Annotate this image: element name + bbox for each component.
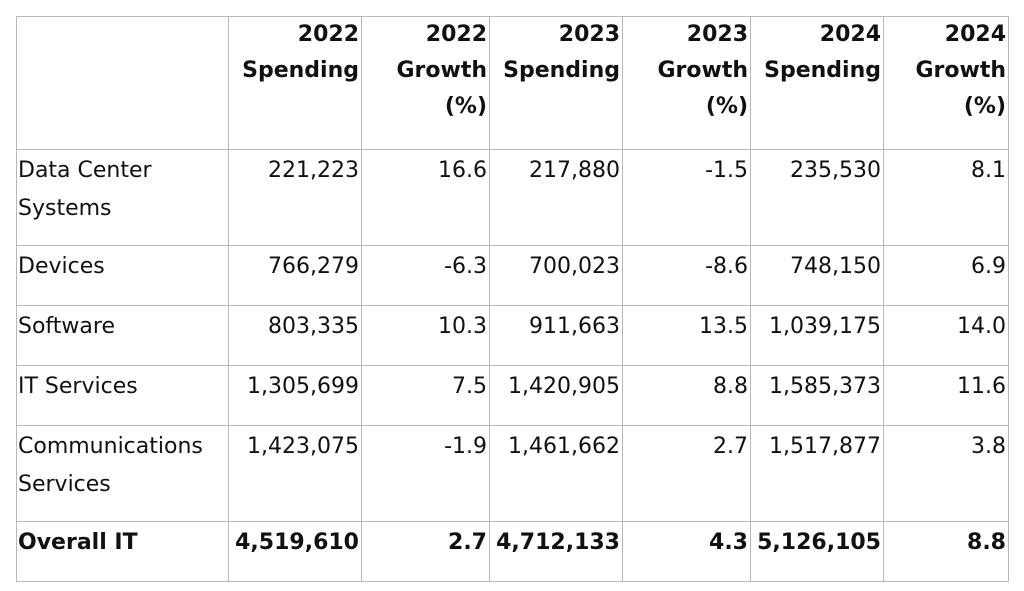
cell-2024-spending: 1,039,175 [750, 305, 884, 366]
table-row: IT Services 1,305,699 7.5 1,420,905 8.8 1,585… [16, 365, 1009, 426]
it-spending-table: 2022 Spending 2022 Growth (%) 2023 Spend… [16, 16, 1009, 582]
cell-2024-growth: 8.8 [883, 521, 1009, 582]
cell-2022-spending: 1,423,075 [228, 425, 362, 522]
table-row-total: Overall IT 4,519,610 2.7 4,712,133 4.3 5,126,… [16, 521, 1009, 582]
row-label-cell: Overall IT [16, 521, 229, 582]
cell-2022-spending: 221,223 [228, 149, 362, 246]
cell-2024-growth: 8.1 [883, 149, 1009, 246]
cell-2024-growth: 11.6 [883, 365, 1009, 426]
cell-2024-spending: 1,517,877 [750, 425, 884, 522]
cell-2023-spending: 217,880 [489, 149, 623, 246]
row-label-cell: Devices [16, 245, 229, 306]
header-text: 2024 [944, 22, 1006, 47]
cell-2022-growth: -6.3 [361, 245, 490, 306]
cell-2024-growth: 14.0 [883, 305, 1009, 366]
row-label-cell: IT Services [16, 365, 229, 426]
header-text: 2022 [425, 22, 487, 47]
cell-2022-spending: 1,305,699 [228, 365, 362, 426]
cell-2023-growth: 8.8 [622, 365, 751, 426]
header-cell-2024-growth: 2024 Growth (%) [883, 16, 1009, 150]
cell-2023-growth: -1.5 [622, 149, 751, 246]
row-label-text: IT Services [18, 374, 138, 399]
header-row: 2022 Spending 2022 Growth (%) 2023 Spend… [16, 16, 1009, 150]
cell-2022-growth: 2.7 [361, 521, 490, 582]
row-label-text: Overall IT [18, 530, 138, 555]
header-cell-2024-spending: 2024 Spending [750, 16, 884, 150]
cell-2024-spending: 235,530 [750, 149, 884, 246]
cell-2023-spending: 4,712,133 [489, 521, 623, 582]
table-row: Data Center Systems 221,223 16.6 217,880 -1.5… [16, 149, 1009, 246]
cell-2024-spending: 5,126,105 [750, 521, 884, 582]
header-text: (%) [963, 94, 1006, 119]
cell-2022-spending: 803,335 [228, 305, 362, 366]
cell-2023-spending: 1,420,905 [489, 365, 623, 426]
cell-2023-growth: 4.3 [622, 521, 751, 582]
cell-2023-spending: 911,663 [489, 305, 623, 366]
header-cell-2022-growth: 2022 Growth (%) [361, 16, 490, 150]
cell-2022-growth: -1.9 [361, 425, 490, 522]
header-text: Spending [503, 58, 620, 83]
cell-2024-spending: 748,150 [750, 245, 884, 306]
cell-2022-growth: 16.6 [361, 149, 490, 246]
header-text: (%) [444, 94, 487, 119]
cell-2022-spending: 766,279 [228, 245, 362, 306]
row-label-text: Services [18, 472, 111, 497]
table-row: Software 803,335 10.3 911,663 13.5 1,039,175 1… [16, 305, 1009, 366]
row-label-text: Software [18, 314, 115, 339]
cell-2023-spending: 700,023 [489, 245, 623, 306]
table-row: Communications Services 1,423,075 -1.9 1,461… [16, 425, 1009, 522]
header-cell-category [16, 16, 229, 150]
header-text: Spending [242, 58, 359, 83]
header-text: 2023 [558, 22, 620, 47]
header-cell-2023-spending: 2023 Spending [489, 16, 623, 150]
row-label-text: Devices [18, 254, 105, 279]
cell-2024-spending: 1,585,373 [750, 365, 884, 426]
cell-2023-growth: -8.6 [622, 245, 751, 306]
header-text: 2023 [686, 22, 748, 47]
cell-2022-spending: 4,519,610 [228, 521, 362, 582]
row-label-text: Systems [18, 196, 112, 221]
cell-2024-growth: 6.9 [883, 245, 1009, 306]
row-label-text: Communications [18, 434, 203, 459]
cell-2022-growth: 7.5 [361, 365, 490, 426]
cell-2023-spending: 1,461,662 [489, 425, 623, 522]
row-label-text: Data Center [18, 158, 152, 183]
table-row: Devices 766,279 -6.3 700,023 -8.6 748,150 6.9 [16, 245, 1009, 306]
header-cell-2022-spending: 2022 Spending [228, 16, 362, 150]
header-text: (%) [705, 94, 748, 119]
header-text: 2022 [297, 22, 359, 47]
row-label-cell: Data Center Systems [16, 149, 229, 246]
cell-2022-growth: 10.3 [361, 305, 490, 366]
table-body: Data Center Systems 221,223 16.6 217,880 -1.5… [16, 149, 1009, 582]
cell-2023-growth: 2.7 [622, 425, 751, 522]
cell-2023-growth: 13.5 [622, 305, 751, 366]
header-text: Growth [396, 58, 487, 83]
row-label-cell: Communications Services [16, 425, 229, 522]
header-text: 2024 [819, 22, 881, 47]
header-text: Spending [764, 58, 881, 83]
row-label-cell: Software [16, 305, 229, 366]
header-cell-2023-growth: 2023 Growth (%) [622, 16, 751, 150]
cell-2024-growth: 3.8 [883, 425, 1009, 522]
header-text: Growth [915, 58, 1006, 83]
header-text: Growth [657, 58, 748, 83]
